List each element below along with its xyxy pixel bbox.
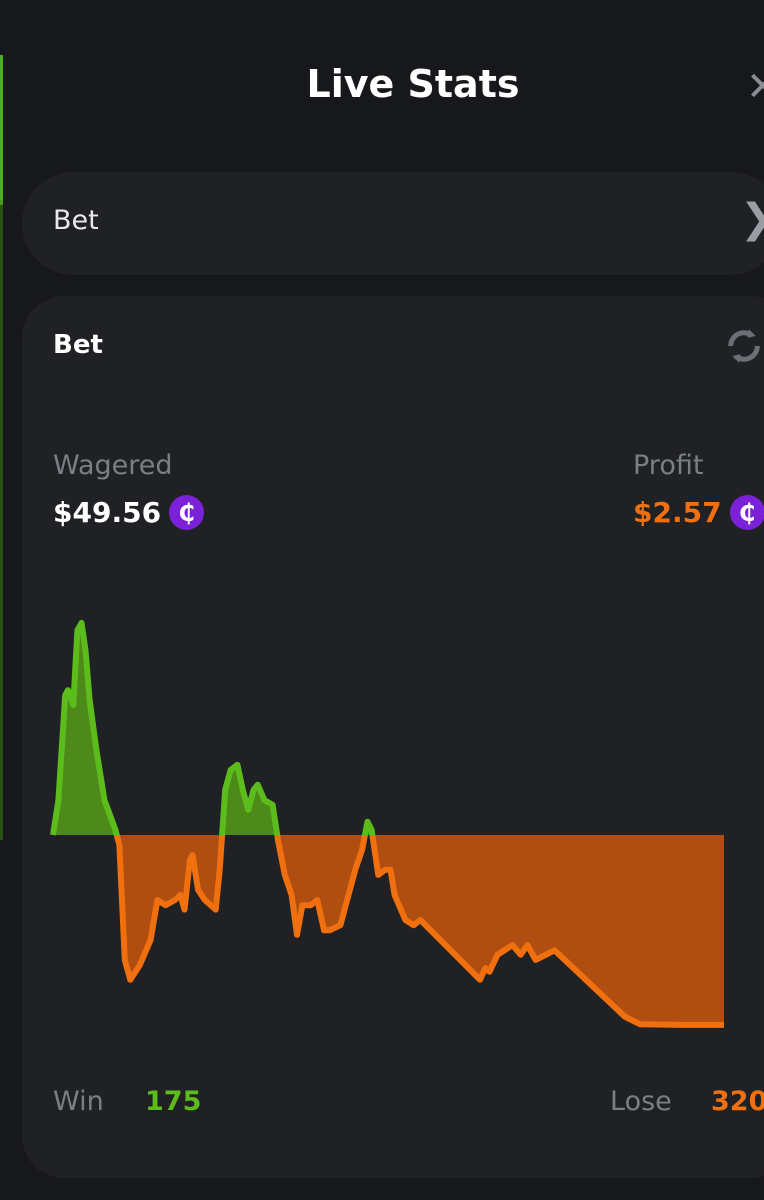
side-accent-faint <box>0 200 3 840</box>
stat-type-selector[interactable]: Bet ❯ <box>22 172 764 275</box>
profit-line-negative <box>53 835 724 1028</box>
stats-card: Bet Wagered $49.56 ₵ Profit $2.57 ₵ Win … <box>22 296 764 1178</box>
page-title: Live Stats <box>306 62 520 106</box>
profit-amount: $2.57 <box>633 496 722 529</box>
close-icon[interactable]: ✕ <box>746 64 764 110</box>
wagered-amount: $49.56 <box>53 496 162 529</box>
lose-label: Lose <box>610 1086 672 1117</box>
coin-icon: ₵ <box>729 495 764 530</box>
wagered-value: $49.56 ₵ <box>53 495 205 530</box>
refresh-icon[interactable] <box>722 326 764 366</box>
profit-value: $2.57 ₵ <box>633 495 764 530</box>
wagered-label: Wagered <box>53 450 173 481</box>
win-label: Win <box>53 1086 104 1117</box>
lose-count: 320 <box>711 1086 764 1117</box>
chevron-right-icon: ❯ <box>740 196 764 242</box>
win-count: 175 <box>145 1086 202 1117</box>
profit-area-negative <box>53 835 724 1025</box>
profit-label: Profit <box>633 450 704 481</box>
coin-icon: ₵ <box>169 495 205 530</box>
side-accent <box>0 55 3 205</box>
selector-label: Bet <box>53 205 99 236</box>
profit-line-positive <box>50 619 376 835</box>
card-title: Bet <box>53 330 103 360</box>
